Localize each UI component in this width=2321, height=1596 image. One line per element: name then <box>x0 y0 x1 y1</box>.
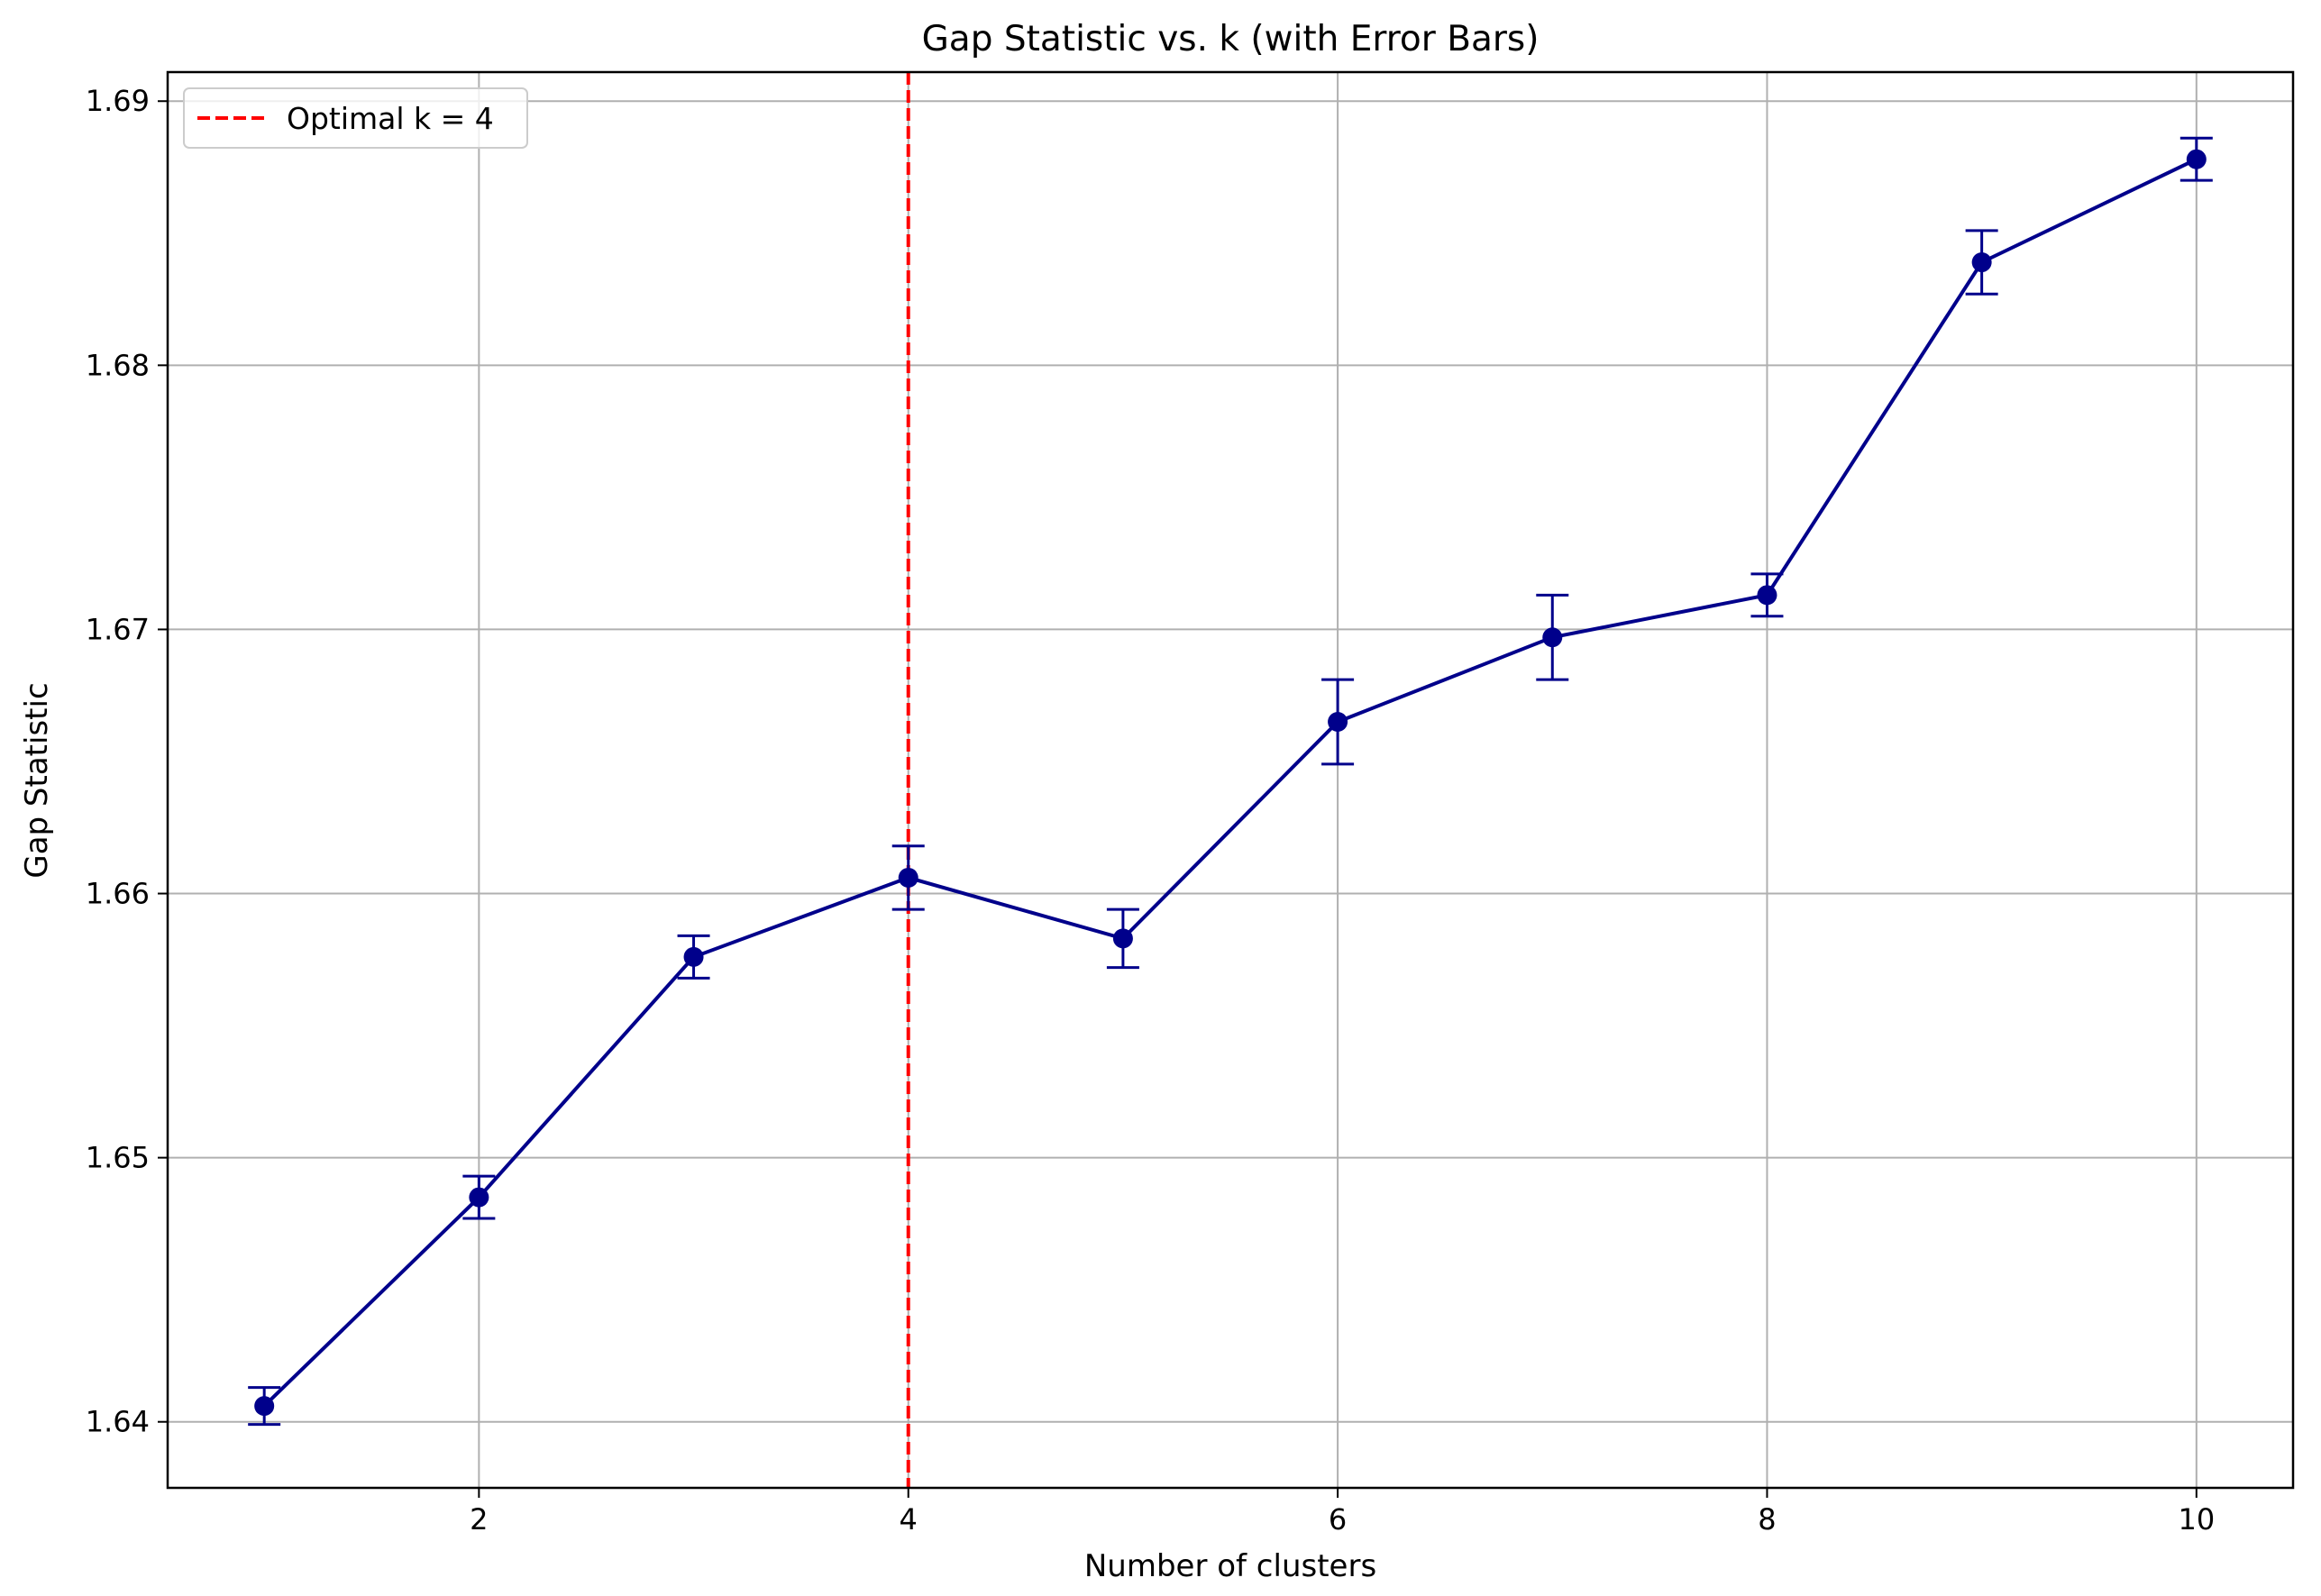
legend-entry-optimal-k: Optimal k = 4 <box>287 101 494 136</box>
y-tick-label: 1.64 <box>86 1405 150 1439</box>
data-point <box>1542 627 1563 648</box>
x-tick-label: 4 <box>900 1502 918 1537</box>
y-axis-label: Gap Statistic <box>19 682 55 878</box>
y-tick-label: 1.66 <box>86 877 150 911</box>
gap-statistic-line <box>262 157 2198 1408</box>
y-tick-label: 1.68 <box>86 348 150 382</box>
axis-ticks: 2 4 6 8 10 1.64 1.65 1.66 1.67 1.68 1.69 <box>86 84 2215 1537</box>
x-tick-label: 10 <box>2178 1502 2215 1537</box>
data-point <box>469 1187 489 1208</box>
data-point <box>898 867 918 888</box>
y-tick-label: 1.67 <box>86 612 150 646</box>
data-point <box>683 946 704 967</box>
x-tick-label: 2 <box>470 1502 488 1537</box>
y-tick-label: 1.69 <box>86 84 150 118</box>
plot-frame <box>166 70 2295 1490</box>
legend-box <box>183 87 528 149</box>
data-point <box>2186 149 2207 169</box>
x-axis-label: Number of clusters <box>1084 1548 1376 1584</box>
series-layer <box>248 136 2213 1427</box>
x-tick-label: 8 <box>1758 1502 1776 1537</box>
data-point <box>1328 712 1348 733</box>
x-tick-label: 6 <box>1329 1502 1347 1537</box>
data-point <box>254 1396 275 1417</box>
plot-background <box>168 72 2293 1488</box>
data-point <box>1971 252 1992 273</box>
chart-title: Gap Statistic vs. k (with Error Bars) <box>922 19 1540 59</box>
legend: Optimal k = 4 <box>183 87 528 149</box>
y-tick-label: 1.65 <box>86 1141 150 1175</box>
data-point <box>1757 585 1777 606</box>
data-point <box>1112 928 1133 949</box>
